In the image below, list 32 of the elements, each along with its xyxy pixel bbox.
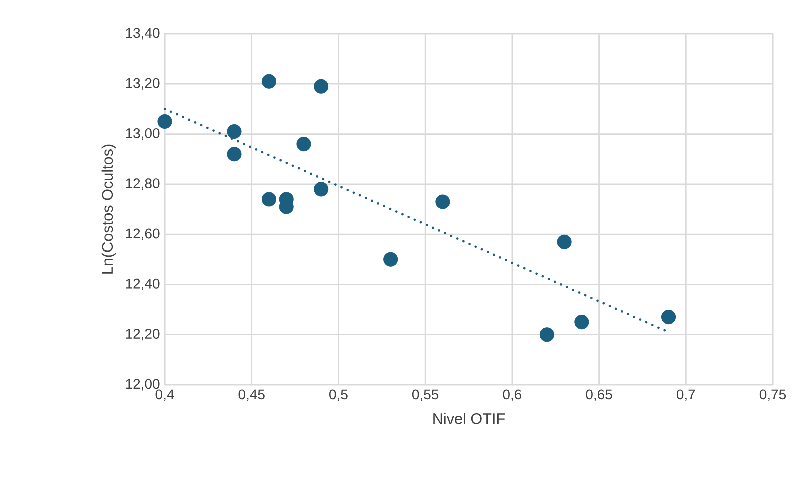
point [158, 114, 172, 130]
point [436, 194, 450, 210]
y-tick-label: 13,00 [126, 128, 160, 140]
point [384, 252, 398, 267]
point [262, 74, 276, 89]
y-tick-label: 12,20 [126, 329, 160, 341]
point [574, 315, 590, 330]
y-tick-label: 12,80 [126, 178, 160, 190]
point [540, 328, 554, 342]
x-tick-label: 0,65 [586, 390, 612, 402]
y-tick-label: 12,60 [126, 228, 160, 240]
x-tick-label: 0,45 [238, 390, 265, 402]
y-tick-label: 13,40 [126, 28, 160, 40]
y-tick-label: 12,00 [126, 379, 160, 391]
x-tick-label: 0,7 [676, 390, 696, 402]
point [314, 79, 329, 94]
y-tick-label: 13,20 [126, 78, 160, 90]
y-tick-label: 12,40 [126, 278, 160, 290]
point [262, 192, 276, 207]
point [662, 310, 676, 325]
x-tick-label: 0,5 [330, 390, 348, 402]
x-axis-title: Nivel OTIF [434, 413, 505, 424]
x-tick-label: 0,4 [156, 390, 174, 402]
point [227, 147, 242, 162]
point [296, 137, 312, 152]
point [557, 234, 572, 250]
y-axis-title: Ln(Costos Ocultos) [102, 144, 116, 274]
x-tick-label: 0,75 [760, 390, 786, 402]
x-tick-label: 0,6 [503, 390, 522, 402]
point [227, 124, 242, 140]
x-tick-label: 0,55 [412, 390, 439, 402]
point [314, 182, 329, 197]
